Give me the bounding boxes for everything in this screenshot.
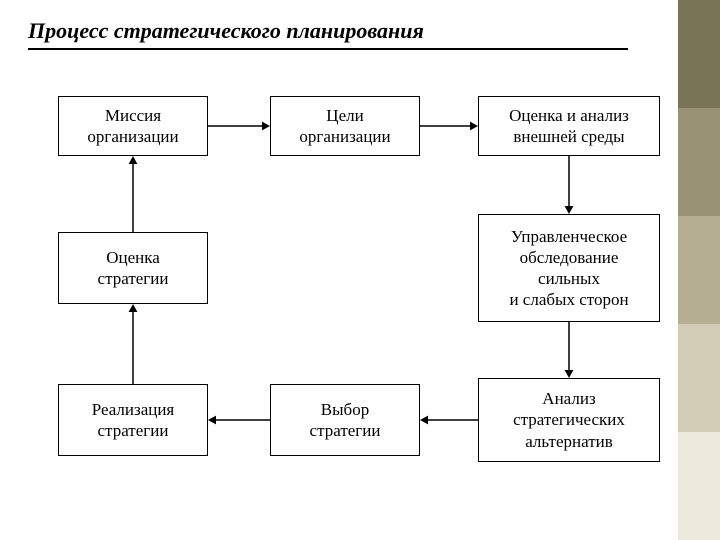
accent-seg-0 — [678, 0, 720, 108]
node-mission: Миссияорганизации — [58, 96, 208, 156]
node-choice-label: Выборстратегии — [310, 399, 381, 442]
page-title: Процесс стратегического планирования — [28, 18, 628, 50]
node-alt-label: Анализстратегическихальтернатив — [513, 388, 625, 452]
accent-seg-3 — [678, 324, 720, 432]
node-env-label: Оценка и анализвнешней среды — [509, 105, 629, 148]
node-eval-label: Оценкастратегии — [98, 247, 169, 290]
node-env: Оценка и анализвнешней среды — [478, 96, 660, 156]
node-mission-label: Миссияорганизации — [87, 105, 178, 148]
node-impl: Реализациястратегии — [58, 384, 208, 456]
accent-seg-1 — [678, 108, 720, 216]
node-survey: Управленческоеобследованиесильныхи слабы… — [478, 214, 660, 322]
node-alt: Анализстратегическихальтернатив — [478, 378, 660, 462]
accent-seg-4 — [678, 432, 720, 540]
side-accent — [678, 0, 720, 540]
node-survey-label: Управленческоеобследованиесильныхи слабы… — [509, 226, 628, 311]
node-goals: Целиорганизации — [270, 96, 420, 156]
node-impl-label: Реализациястратегии — [92, 399, 175, 442]
node-goals-label: Целиорганизации — [299, 105, 390, 148]
node-choice: Выборстратегии — [270, 384, 420, 456]
node-eval: Оценкастратегии — [58, 232, 208, 304]
accent-seg-2 — [678, 216, 720, 324]
